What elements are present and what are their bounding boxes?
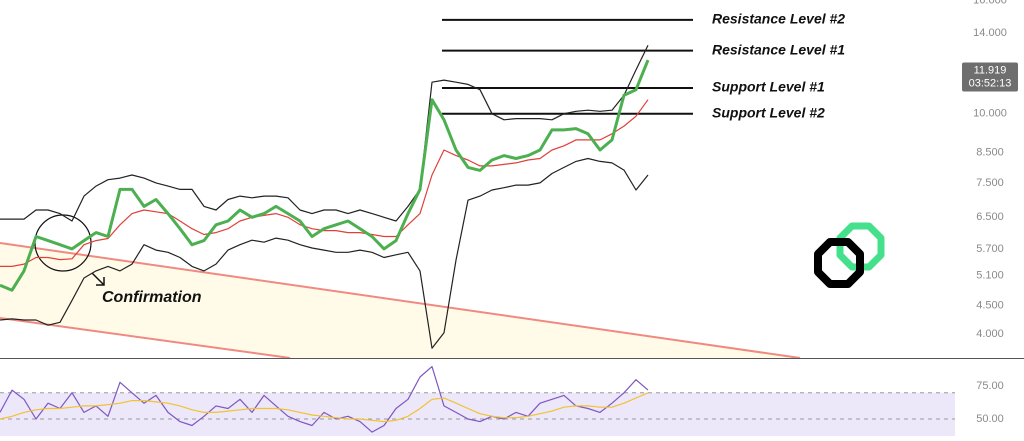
countdown: 03:52:13: [969, 77, 1012, 89]
y-tick-label: 50.00: [976, 413, 1004, 425]
level-label: Resistance Level #2: [712, 11, 845, 27]
y-tick-label: 5.100: [976, 270, 1004, 282]
series-line: [0, 392, 649, 423]
logo-black: [814, 238, 864, 288]
y-tick-label: 16.000: [973, 0, 1007, 7]
level-label: Resistance Level #1: [712, 41, 845, 57]
y-tick-label: 7.500: [976, 177, 1004, 189]
last-price: 11.919: [974, 64, 1007, 76]
series-line: [0, 366, 649, 433]
annotation: Confirmation: [102, 289, 202, 306]
y-tick-label: 5.700: [976, 243, 1004, 255]
level-label: Support Level #1: [712, 79, 825, 95]
y-tick-label: 14.000: [973, 27, 1007, 39]
y-tick-label: 4.000: [976, 328, 1004, 340]
series-line: [0, 44, 649, 222]
y-tick-label: 8.500: [976, 147, 1004, 159]
series-line: [0, 59, 650, 292]
logo-green: [836, 222, 885, 271]
y-tick-label: 10.000: [973, 108, 1007, 120]
rsi-band: [0, 392, 955, 436]
level-label: Support Level #2: [712, 104, 825, 120]
y-tick-label: 4.500: [976, 300, 1004, 312]
y-tick-label: 6.500: [976, 211, 1004, 223]
series-line: [0, 157, 649, 349]
confirmation-arrow: [91, 272, 105, 286]
series-line: [0, 99, 649, 267]
y-tick-label: 75.00: [976, 380, 1004, 392]
price-box: [962, 62, 1018, 92]
